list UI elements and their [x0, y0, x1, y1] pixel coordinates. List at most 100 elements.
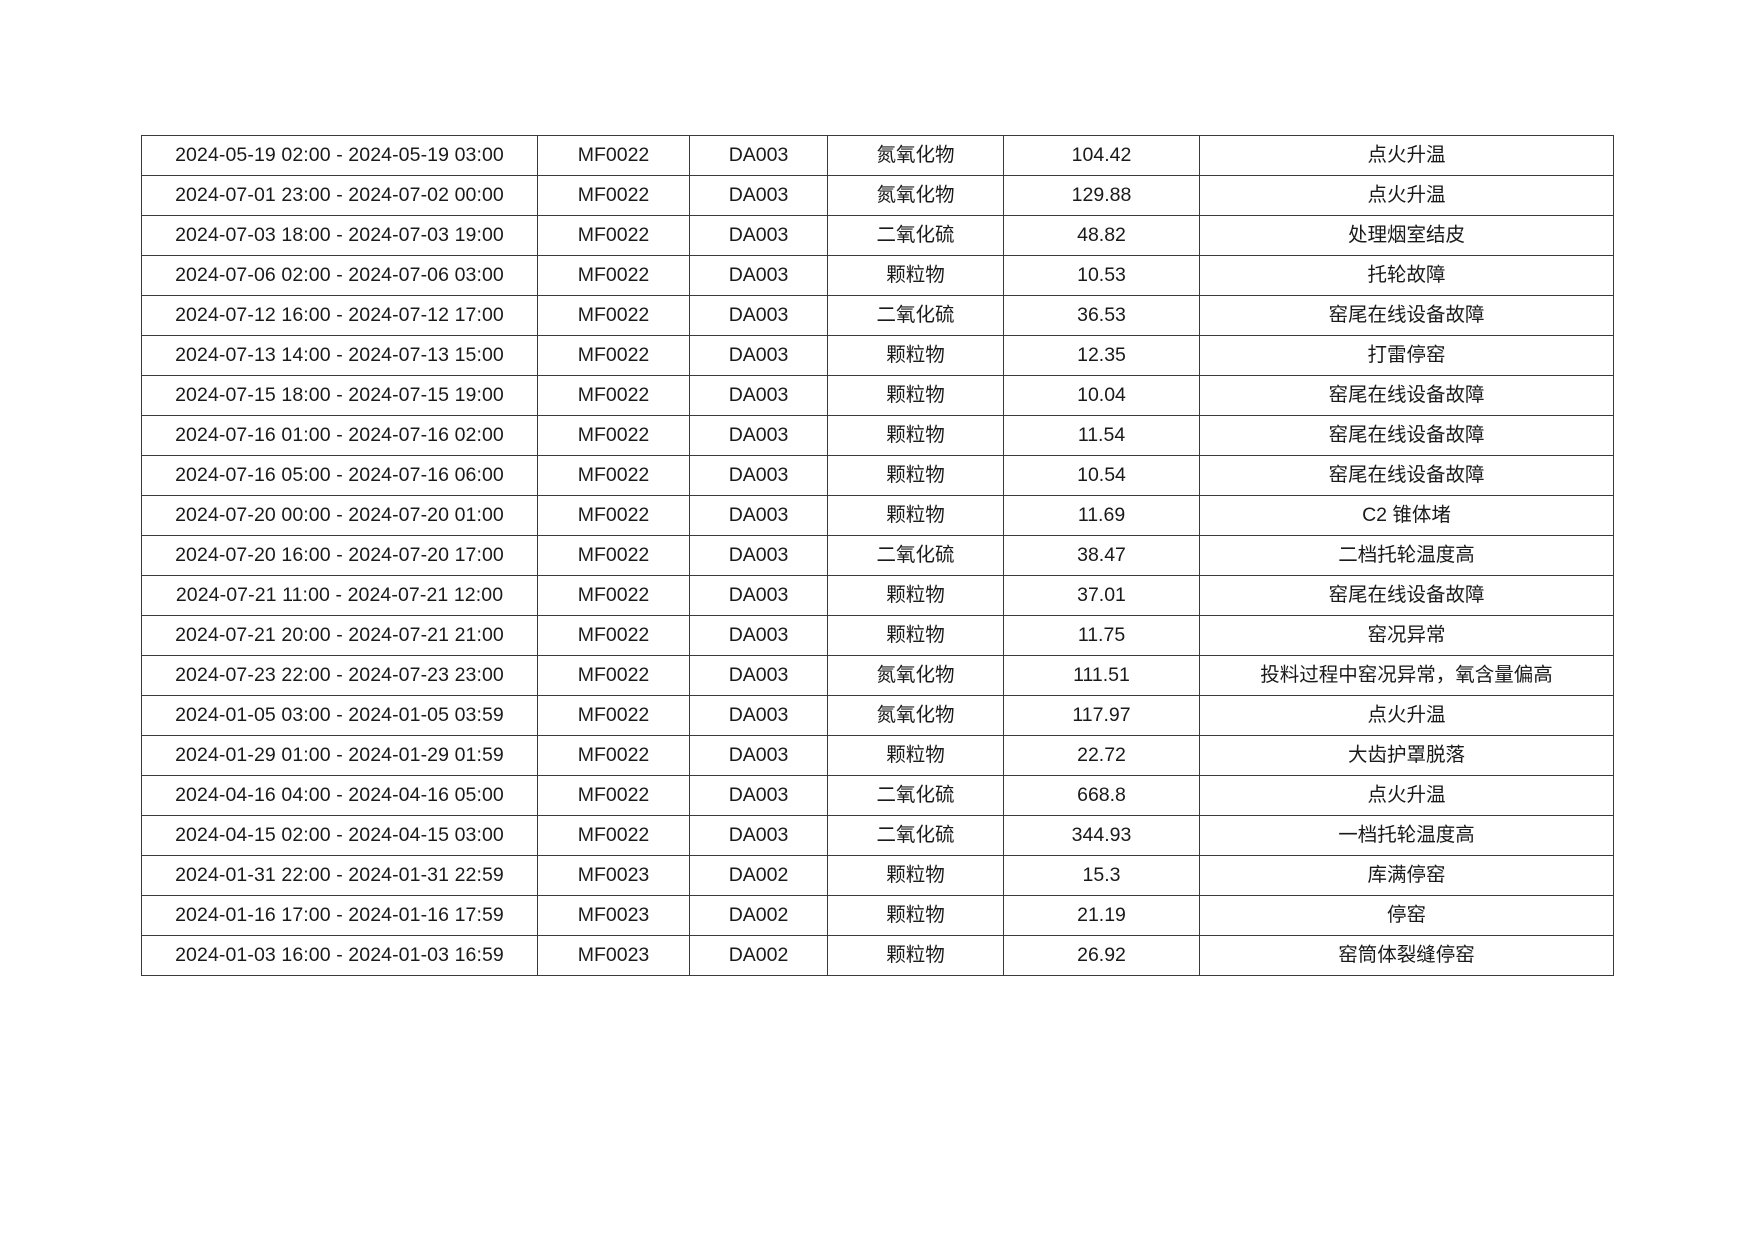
- cell-device-code: DA003: [689, 615, 828, 656]
- cell-reason: 处理烟室结皮: [1199, 215, 1614, 256]
- cell-pollutant: 颗粒物: [827, 255, 1004, 296]
- cell-reason: 打雷停窑: [1199, 335, 1614, 376]
- cell-device-code: DA003: [689, 735, 828, 776]
- cell-device-code: DA003: [689, 335, 828, 376]
- cell-device-code: DA003: [689, 415, 828, 456]
- cell-device-code: DA003: [689, 775, 828, 816]
- table-row: 2024-07-16 01:00 - 2024-07-16 02:00 MF002…: [141, 415, 1614, 456]
- table-row: 2024-07-23 22:00 - 2024-07-23 23:00 MF002…: [141, 655, 1614, 696]
- cell-value: 11.54: [1003, 415, 1200, 456]
- cell-value: 22.72: [1003, 735, 1200, 776]
- table-row: 2024-07-13 14:00 - 2024-07-13 15:00 MF002…: [141, 335, 1614, 376]
- cell-period: 2024-07-15 18:00 - 2024-07-15 19:00: [141, 375, 538, 416]
- cell-pollutant: 颗粒物: [827, 935, 1004, 976]
- cell-pollutant: 颗粒物: [827, 735, 1004, 776]
- cell-device-code: DA003: [689, 575, 828, 616]
- cell-pollutant: 氮氧化物: [827, 695, 1004, 736]
- table-row: 2024-07-12 16:00 - 2024-07-12 17:00 MF002…: [141, 295, 1614, 336]
- table-row: 2024-07-21 11:00 - 2024-07-21 12:00 MF002…: [141, 575, 1614, 616]
- cell-reason: 点火升温: [1199, 695, 1614, 736]
- cell-reason: 二档托轮温度高: [1199, 535, 1614, 576]
- cell-factory-code: MF0022: [537, 295, 690, 336]
- cell-factory-code: MF0022: [537, 775, 690, 816]
- cell-pollutant: 氮氧化物: [827, 135, 1004, 176]
- table-row: 2024-01-03 16:00 - 2024-01-03 16:59 MF002…: [141, 935, 1614, 976]
- cell-value: 10.04: [1003, 375, 1200, 416]
- cell-factory-code: MF0022: [537, 695, 690, 736]
- cell-device-code: DA003: [689, 375, 828, 416]
- cell-value: 38.47: [1003, 535, 1200, 576]
- cell-reason: C2 锥体堵: [1199, 495, 1614, 536]
- cell-pollutant: 颗粒物: [827, 615, 1004, 656]
- cell-value: 117.97: [1003, 695, 1200, 736]
- cell-period: 2024-01-29 01:00 - 2024-01-29 01:59: [141, 735, 538, 776]
- cell-value: 10.53: [1003, 255, 1200, 296]
- cell-reason: 库满停窑: [1199, 855, 1614, 896]
- cell-reason: 窑筒体裂缝停窑: [1199, 935, 1614, 976]
- table-row: 2024-05-19 02:00 - 2024-05-19 03:00 MF002…: [141, 135, 1614, 176]
- table-row: 2024-07-16 05:00 - 2024-07-16 06:00 MF002…: [141, 455, 1614, 496]
- cell-period: 2024-04-15 02:00 - 2024-04-15 03:00: [141, 815, 538, 856]
- cell-value: 12.35: [1003, 335, 1200, 376]
- cell-factory-code: MF0022: [537, 215, 690, 256]
- table-row: 2024-07-06 02:00 - 2024-07-06 03:00 MF002…: [141, 255, 1614, 296]
- cell-factory-code: MF0022: [537, 535, 690, 576]
- cell-reason: 窑尾在线设备故障: [1199, 375, 1614, 416]
- cell-pollutant: 氮氧化物: [827, 655, 1004, 696]
- cell-factory-code: MF0023: [537, 935, 690, 976]
- table-row: 2024-01-16 17:00 - 2024-01-16 17:59 MF002…: [141, 895, 1614, 936]
- table-row: 2024-01-29 01:00 - 2024-01-29 01:59 MF002…: [141, 735, 1614, 776]
- table-row: 2024-07-21 20:00 - 2024-07-21 21:00 MF002…: [141, 615, 1614, 656]
- cell-period: 2024-07-21 11:00 - 2024-07-21 12:00: [141, 575, 538, 616]
- cell-factory-code: MF0022: [537, 175, 690, 216]
- cell-value: 344.93: [1003, 815, 1200, 856]
- cell-value: 15.3: [1003, 855, 1200, 896]
- cell-period: 2024-07-20 16:00 - 2024-07-20 17:00: [141, 535, 538, 576]
- cell-value: 11.69: [1003, 495, 1200, 536]
- cell-reason: 托轮故障: [1199, 255, 1614, 296]
- cell-device-code: DA002: [689, 935, 828, 976]
- cell-value: 129.88: [1003, 175, 1200, 216]
- cell-reason: 窑尾在线设备故障: [1199, 295, 1614, 336]
- cell-reason: 点火升温: [1199, 175, 1614, 216]
- cell-pollutant: 氮氧化物: [827, 175, 1004, 216]
- cell-reason: 窑况异常: [1199, 615, 1614, 656]
- cell-device-code: DA003: [689, 135, 828, 176]
- cell-pollutant: 二氧化硫: [827, 295, 1004, 336]
- cell-factory-code: MF0022: [537, 735, 690, 776]
- cell-reason: 大齿护罩脱落: [1199, 735, 1614, 776]
- cell-value: 104.42: [1003, 135, 1200, 176]
- emissions-exception-table: 2024-05-19 02:00 - 2024-05-19 03:00 MF002…: [141, 135, 1614, 976]
- cell-device-code: DA003: [689, 455, 828, 496]
- cell-pollutant: 颗粒物: [827, 495, 1004, 536]
- cell-value: 26.92: [1003, 935, 1200, 976]
- cell-period: 2024-07-21 20:00 - 2024-07-21 21:00: [141, 615, 538, 656]
- cell-factory-code: MF0023: [537, 855, 690, 896]
- cell-value: 10.54: [1003, 455, 1200, 496]
- cell-device-code: DA003: [689, 255, 828, 296]
- table-row: 2024-04-16 04:00 - 2024-04-16 05:00 MF002…: [141, 775, 1614, 816]
- cell-factory-code: MF0023: [537, 895, 690, 936]
- cell-device-code: DA003: [689, 695, 828, 736]
- cell-reason: 点火升温: [1199, 775, 1614, 816]
- cell-reason: 点火升温: [1199, 135, 1614, 176]
- cell-factory-code: MF0022: [537, 495, 690, 536]
- cell-value: 48.82: [1003, 215, 1200, 256]
- cell-period: 2024-07-03 18:00 - 2024-07-03 19:00: [141, 215, 538, 256]
- table-row: 2024-07-01 23:00 - 2024-07-02 00:00 MF002…: [141, 175, 1614, 216]
- cell-period: 2024-05-19 02:00 - 2024-05-19 03:00: [141, 135, 538, 176]
- cell-device-code: DA003: [689, 535, 828, 576]
- cell-period: 2024-07-06 02:00 - 2024-07-06 03:00: [141, 255, 538, 296]
- table-row: 2024-07-20 16:00 - 2024-07-20 17:00 MF002…: [141, 535, 1614, 576]
- table-row: 2024-04-15 02:00 - 2024-04-15 03:00 MF002…: [141, 815, 1614, 856]
- cell-device-code: DA003: [689, 495, 828, 536]
- cell-factory-code: MF0022: [537, 415, 690, 456]
- cell-device-code: DA003: [689, 655, 828, 696]
- cell-pollutant: 二氧化硫: [827, 215, 1004, 256]
- cell-factory-code: MF0022: [537, 655, 690, 696]
- cell-pollutant: 二氧化硫: [827, 535, 1004, 576]
- cell-period: 2024-07-12 16:00 - 2024-07-12 17:00: [141, 295, 538, 336]
- cell-pollutant: 二氧化硫: [827, 815, 1004, 856]
- cell-period: 2024-01-05 03:00 - 2024-01-05 03:59: [141, 695, 538, 736]
- table-row: 2024-07-03 18:00 - 2024-07-03 19:00 MF002…: [141, 215, 1614, 256]
